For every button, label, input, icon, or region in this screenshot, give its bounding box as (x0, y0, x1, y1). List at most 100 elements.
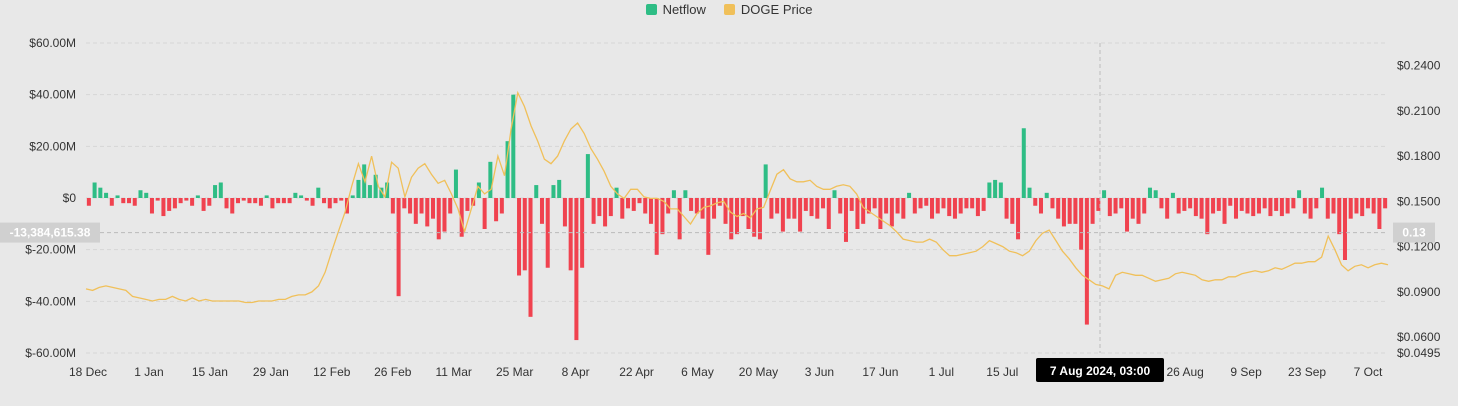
netflow-bar (1320, 187, 1325, 198)
x-tick-label: 9 Sep (1230, 365, 1262, 379)
netflow-bar (1216, 198, 1221, 211)
netflow-bar (757, 198, 762, 240)
netflow-bar (637, 198, 642, 204)
netflow-bar (792, 198, 797, 219)
netflow-bar (1130, 198, 1135, 219)
netflow-bar (322, 198, 327, 204)
netflow-bar (1342, 198, 1347, 260)
netflow-bar (803, 198, 808, 211)
netflow-bar (683, 190, 688, 198)
netflow-bar (408, 198, 413, 214)
netflow-bar (293, 192, 298, 198)
netflow-bar (431, 198, 436, 219)
netflow-bar (608, 198, 613, 217)
netflow-bar (1371, 198, 1376, 214)
netflow-bar (1274, 198, 1279, 211)
netflow-bar (190, 198, 195, 206)
netflow-bar (689, 198, 694, 211)
netflow-bar (1285, 198, 1290, 214)
x-tick-label: 1 Jan (134, 365, 163, 379)
netflow-bar (798, 198, 803, 232)
netflow-bar (1325, 198, 1330, 219)
y-right-tick-label: $0.2400 (1397, 59, 1441, 73)
netflow-bar (144, 192, 149, 198)
netflow-bar (1119, 198, 1124, 209)
netflow-bar (121, 198, 126, 204)
netflow-bar (1348, 198, 1353, 219)
netflow-bar (780, 198, 785, 232)
legend-item-netflow[interactable]: Netflow (645, 2, 706, 17)
crosshair-left-label-box (0, 222, 100, 243)
netflow-bar (603, 198, 608, 227)
netflow-bar (1182, 198, 1187, 211)
netflow-bar (1354, 198, 1359, 214)
netflow-bar (1136, 198, 1141, 224)
legend-label: Netflow (662, 2, 706, 17)
netflow-bar (1079, 198, 1084, 250)
netflow-bar (740, 198, 745, 217)
netflow-bar (247, 198, 252, 204)
netflow-bar (1142, 198, 1147, 214)
netflow-bar (1084, 198, 1089, 325)
netflow-bar (488, 161, 493, 198)
netflow-bar (178, 198, 183, 204)
netflow-bar (631, 198, 636, 211)
legend-item-doge-price[interactable]: DOGE Price (723, 2, 812, 17)
netflow-bar (1010, 198, 1015, 224)
netflow-bar (557, 179, 562, 198)
x-tick-label: 1 Jul (929, 365, 954, 379)
netflow-bar (1159, 198, 1164, 209)
netflow-bar (1073, 198, 1078, 224)
netflow-bar (574, 198, 579, 341)
netflow-bar (970, 198, 975, 209)
x-tick-label: 11 Mar (435, 365, 471, 379)
netflow-bar (648, 198, 653, 224)
netflow-bar (975, 198, 980, 217)
netflow-bar (1365, 198, 1370, 209)
netflow-bar (218, 182, 223, 198)
netflow-bar (1090, 198, 1095, 224)
netflow-bar (339, 198, 344, 201)
netflow-bar (1297, 190, 1302, 198)
y-right-tick-label: $0.1200 (1397, 240, 1441, 254)
netflow-bar (1176, 198, 1181, 214)
netflow-bar (425, 198, 430, 227)
netflow-bar (568, 198, 573, 271)
netflow-bar (132, 198, 137, 206)
gridlines (86, 42, 1388, 354)
netflow-bar (104, 192, 109, 198)
netflow-bar (1107, 198, 1112, 217)
netflow-bar (620, 198, 625, 219)
netflow-bar (534, 185, 539, 198)
netflow-bar (115, 195, 120, 198)
netflow-bar (1233, 198, 1239, 219)
netflow-bar (895, 198, 900, 214)
netflow-bar (1256, 198, 1261, 214)
netflow-bar (258, 198, 263, 206)
netflow-bar (1188, 198, 1193, 209)
x-tick-label: 15 Jan (192, 365, 228, 379)
netflow-bar (1165, 198, 1170, 219)
netflow-bar (276, 198, 281, 204)
netflow-bar (729, 198, 734, 240)
netflow-bar (935, 198, 940, 214)
netflow-bar (1383, 198, 1388, 209)
netflow-bar (1004, 198, 1009, 219)
x-tick-label: 6 May (681, 365, 714, 379)
netflow-bar (419, 198, 424, 214)
netflow-bar (1125, 198, 1130, 232)
netflow-bar (1038, 198, 1043, 214)
y-right-tick-label: $0.0900 (1397, 285, 1441, 299)
netflow-bar (677, 198, 682, 240)
netflow-bar (1268, 198, 1273, 217)
netflow-bar (396, 198, 401, 297)
netflow-bar (253, 198, 258, 204)
netflow-bar (1331, 198, 1336, 214)
y-right-tick-label: $0.0600 (1397, 330, 1441, 344)
y-left-tick-label: $20.00M (29, 139, 76, 153)
netflow-bar (127, 198, 132, 204)
netflow-bar (172, 198, 177, 209)
netflow-bar (109, 198, 114, 206)
